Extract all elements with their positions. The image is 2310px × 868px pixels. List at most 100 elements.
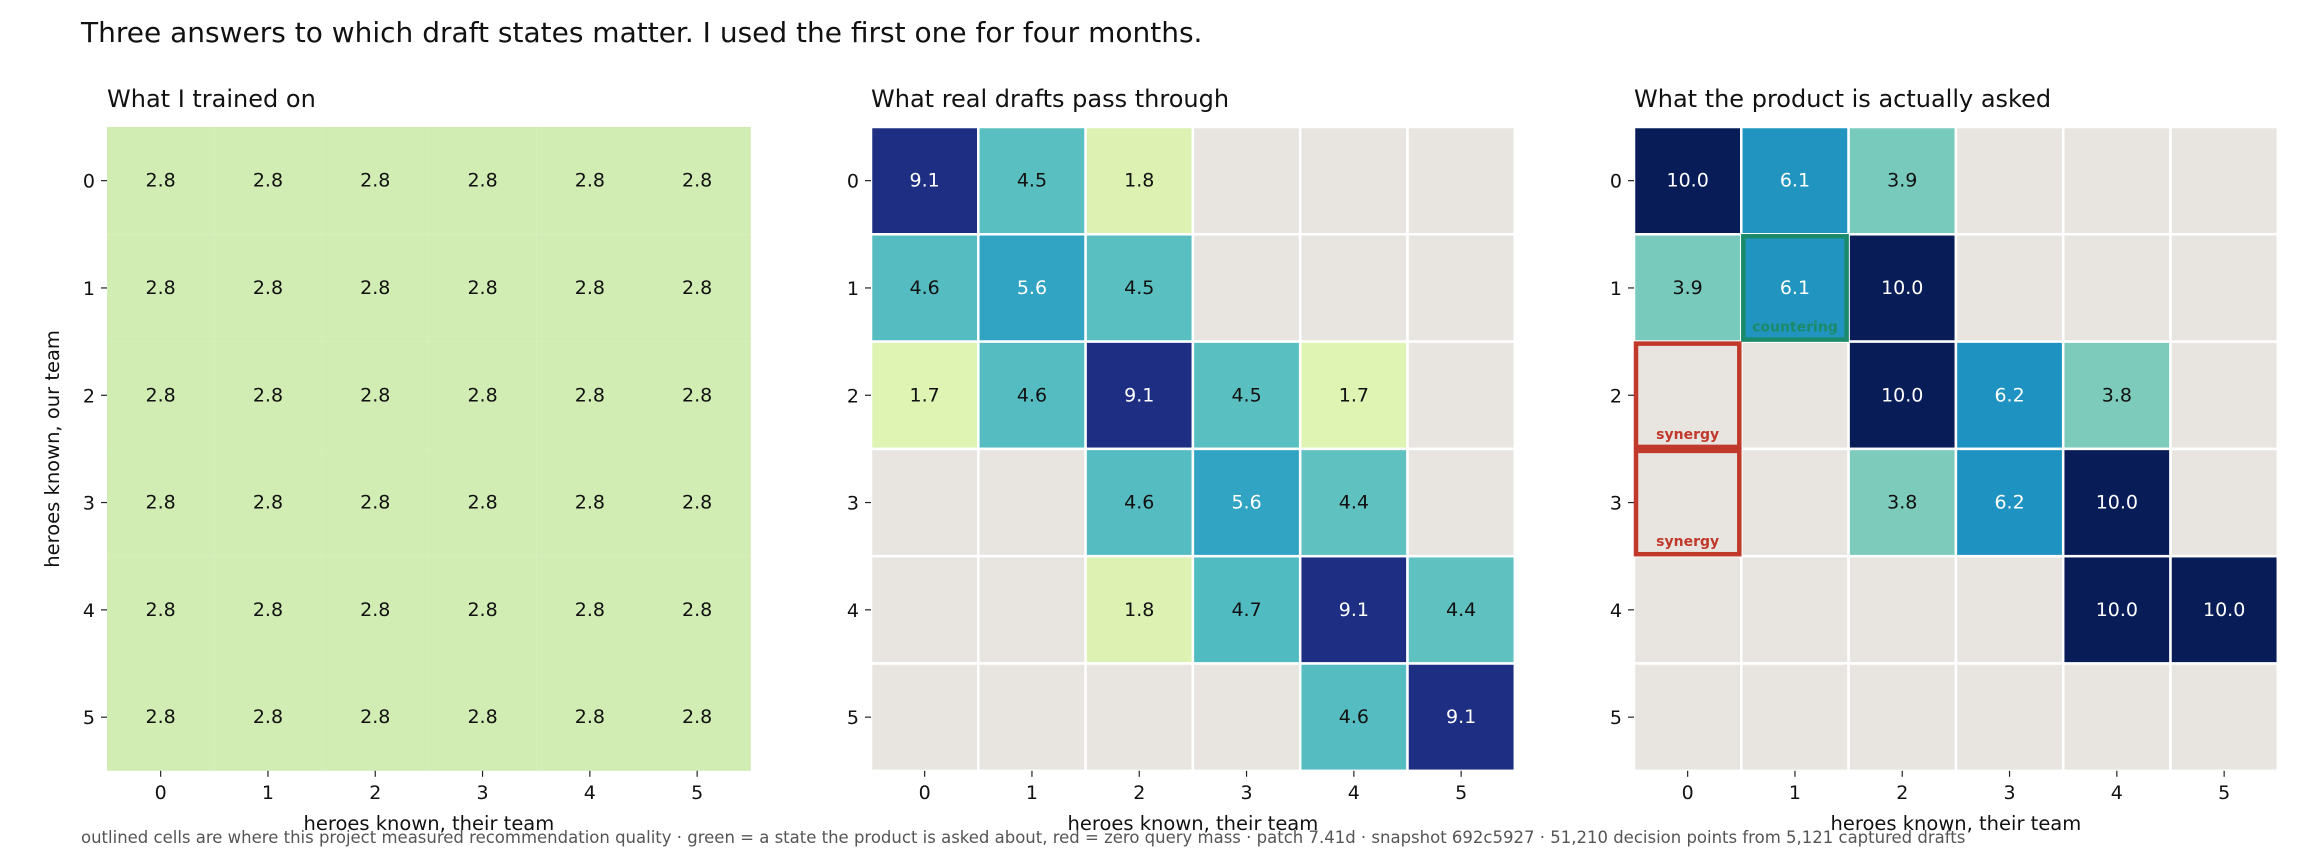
heatmap-cell xyxy=(2061,662,2172,773)
heatmap-cell xyxy=(2169,447,2280,558)
heatmap-cell xyxy=(2169,340,2280,451)
cell-value-label: 10.0 xyxy=(1881,384,1923,406)
heatmap-cell xyxy=(1847,662,1958,773)
cell-value-label: 2.8 xyxy=(575,599,605,621)
cell-value-label: 2.8 xyxy=(146,170,176,192)
heatmap-cell xyxy=(643,448,751,557)
heatmap-cell xyxy=(428,127,537,235)
cell-value-label: 2.8 xyxy=(360,492,390,514)
heatmap-cell xyxy=(2169,125,2280,236)
heatmap-cell xyxy=(2061,340,2172,451)
heatmap-cell xyxy=(2061,233,2172,343)
cell-value-label: 4.6 xyxy=(1339,706,1369,728)
heatmap-cell xyxy=(1406,340,1517,451)
y-tick-label: 4 xyxy=(1610,600,1622,622)
heatmap-cell xyxy=(1084,340,1195,451)
x-tick-label: 0 xyxy=(1682,782,1694,804)
x-tick-label: 5 xyxy=(2218,782,2230,804)
cell-value-label: 4.5 xyxy=(1017,170,1047,192)
heatmap-cell xyxy=(2169,554,2280,665)
y-tick-label: 0 xyxy=(83,171,95,193)
cell-value-label: 2.8 xyxy=(467,599,497,621)
heatmap-cell xyxy=(869,340,980,451)
x-tick-label: 2 xyxy=(1896,782,1908,804)
heatmap-cell xyxy=(428,663,537,771)
cell-value-label: 2.8 xyxy=(360,170,390,192)
cell-value-label: 4.4 xyxy=(1339,492,1369,514)
heatmap-cell xyxy=(1954,125,2065,236)
panel-title: What the product is actually asked xyxy=(1634,85,2051,113)
cell-value-label: 4.5 xyxy=(1231,384,1261,406)
cell-value-label: 3.8 xyxy=(2102,384,2132,406)
cell-value-label: 2.8 xyxy=(253,170,283,192)
heatmap-cell xyxy=(321,556,429,664)
heatmap-cell xyxy=(536,234,644,342)
heatmap-cell xyxy=(107,663,215,771)
heatmap-cell xyxy=(428,234,537,342)
heatmap-cell xyxy=(1191,340,1302,451)
cell-value-label: 2.8 xyxy=(253,599,283,621)
heatmap-cell xyxy=(1632,340,1743,451)
heatmap-cell xyxy=(1191,554,1302,665)
cell-value-label: 1.8 xyxy=(1124,170,1154,192)
cell-value-label: 6.1 xyxy=(1780,170,1810,192)
y-tick-label: 5 xyxy=(1610,707,1622,729)
heatmap-cell xyxy=(536,663,644,771)
heatmap-cell xyxy=(2061,125,2172,236)
figure-footnote: outlined cells are where this project me… xyxy=(81,828,1966,847)
heatmap-cell xyxy=(214,663,322,771)
green-outline-box xyxy=(1741,234,1849,342)
cell-value-label: 2.8 xyxy=(253,384,283,406)
x-tick-label: 2 xyxy=(369,782,381,804)
cell-value-label: 2.8 xyxy=(467,277,497,299)
x-tick-label: 0 xyxy=(155,782,167,804)
heatmap-cell xyxy=(1632,554,1743,665)
heatmap-cell xyxy=(428,341,537,449)
heatmap-cell xyxy=(1191,125,1302,236)
y-tick-label: 3 xyxy=(83,493,95,515)
heatmap-cell xyxy=(2169,233,2280,343)
cell-value-label: 2.8 xyxy=(253,706,283,728)
cell-value-label: 2.8 xyxy=(575,170,605,192)
x-axis-label: heroes known, their team xyxy=(1831,812,2082,835)
heatmap-cell xyxy=(107,234,215,342)
heatmap-cell xyxy=(428,556,537,664)
cell-value-label: 10.0 xyxy=(1881,277,1923,299)
heatmap-cell xyxy=(214,556,322,664)
cell-value-label: 2.8 xyxy=(682,170,712,192)
x-tick-label: 3 xyxy=(2004,782,2016,804)
cell-value-label: 4.6 xyxy=(910,277,940,299)
x-tick-label: 1 xyxy=(262,782,274,804)
heatmap-panel-1: What I trained on 2.8 2.8 2.8 2.8 2.8 2.8 2.8 2.… xyxy=(41,85,751,835)
cell-value-label: 5.6 xyxy=(1231,492,1261,514)
cell-value-label: 3.9 xyxy=(1673,277,1703,299)
cell-value-label: 2.8 xyxy=(467,492,497,514)
cell-value-label: 2.8 xyxy=(467,706,497,728)
heatmap-cell xyxy=(1406,447,1517,558)
cell-value-label: 2.8 xyxy=(360,599,390,621)
cell-value-label: 6.2 xyxy=(1994,492,2024,514)
heatmap-cell xyxy=(1298,233,1409,343)
heatmap-cell xyxy=(1084,233,1195,343)
cell-value-label: 2.8 xyxy=(467,384,497,406)
cell-value-label: 2.8 xyxy=(146,492,176,514)
heatmap-cell xyxy=(1740,125,1850,236)
y-tick-label: 3 xyxy=(1610,493,1622,515)
heatmap-cell xyxy=(1740,662,1850,773)
heatmap-cell xyxy=(869,447,980,558)
heatmap-cell xyxy=(428,448,537,557)
y-tick-label: 1 xyxy=(83,278,95,300)
cell-value-label: 2.8 xyxy=(467,170,497,192)
panel-title: What I trained on xyxy=(107,85,316,113)
heatmap-cell xyxy=(214,448,322,557)
heatmap-cell xyxy=(1084,662,1195,773)
y-tick-label: 5 xyxy=(83,707,95,729)
cell-value-label: 10.0 xyxy=(2096,599,2138,621)
heatmap-cell xyxy=(1847,554,1958,665)
y-tick-label: 1 xyxy=(847,278,859,300)
cell-value-label: 4.6 xyxy=(1017,384,1047,406)
cell-value-label: 2.8 xyxy=(682,384,712,406)
heatmap-cell xyxy=(1298,447,1409,558)
heatmap-cell xyxy=(214,341,322,449)
heatmap-cell xyxy=(1740,340,1850,451)
